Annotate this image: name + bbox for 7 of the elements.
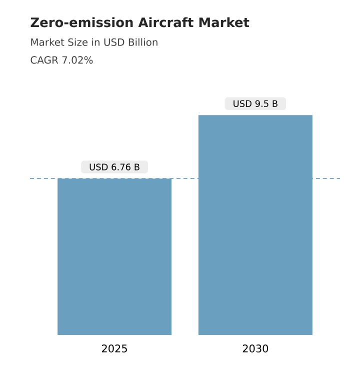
data-label: USD 9.5 B [234,100,278,107]
text: CAGR 7.02% [30,56,93,64]
x-tick-label: 2030 [242,344,268,352]
chart-title: Zero-emission Aircraft Market [30,17,250,28]
chart-subtitle: Market Size in USD Billion [31,38,158,46]
x-tick-label: 2025 [102,344,127,352]
data-label: USD 6.76 B [90,164,140,170]
